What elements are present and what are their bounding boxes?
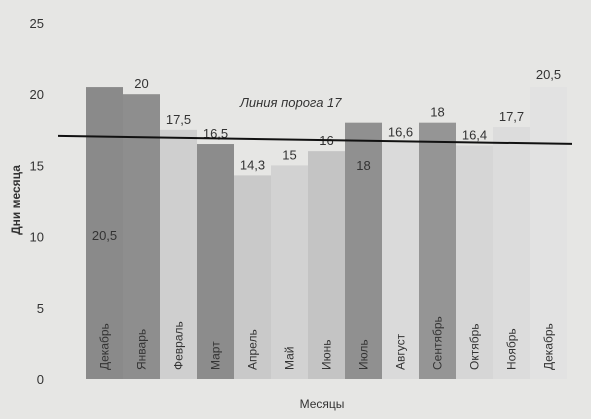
data-label: 18 [430, 105, 444, 120]
data-label: 20,5 [536, 67, 561, 82]
y-tick-label: 5 [37, 301, 44, 316]
category-label: Декабрь [98, 323, 112, 370]
category-label: Январь [135, 329, 149, 370]
bar [271, 165, 308, 379]
y-tick-label: 25 [30, 16, 44, 31]
bar [493, 126, 530, 380]
category-label: Декабрь [542, 323, 556, 370]
y-axis-title: Дни месяца [9, 165, 23, 235]
bar [197, 144, 234, 379]
x-axis-title: Месяцы [300, 397, 345, 411]
category-label: Февраль [172, 321, 186, 370]
bar [160, 129, 197, 379]
data-label: 20 [134, 76, 148, 91]
bar [234, 175, 271, 379]
bar [419, 122, 456, 380]
y-tick-label: 10 [30, 230, 44, 245]
category-label: Август [394, 333, 408, 370]
category-label: Апрель [246, 329, 260, 370]
category-label: Октябрь [468, 323, 482, 370]
data-label: 20,5 [92, 228, 117, 243]
bar [530, 87, 567, 379]
y-tick-label: 0 [37, 372, 44, 387]
data-label: 15 [282, 147, 296, 162]
category-label: Март [209, 341, 223, 370]
category-label: Июль [357, 339, 371, 370]
category-label: Сентябрь [431, 316, 445, 370]
data-label: 16,4 [462, 127, 487, 142]
data-label: 14,3 [240, 157, 265, 172]
category-label: Май [283, 346, 297, 370]
data-label: 17,7 [499, 109, 524, 124]
data-label: 16,6 [388, 125, 413, 140]
y-tick-label: 15 [30, 158, 44, 173]
threshold-line [57, 134, 573, 145]
data-label: 18 [356, 158, 370, 173]
category-label: Июнь [320, 339, 334, 370]
category-label: Ноябрь [505, 328, 519, 370]
y-tick-label: 20 [30, 87, 44, 102]
bar [382, 142, 419, 379]
bar [123, 94, 160, 379]
bar [456, 145, 493, 379]
data-label: 17,5 [166, 112, 191, 127]
threshold-label: Линия порога 17 [239, 95, 342, 110]
bar [345, 122, 382, 380]
bar [308, 151, 345, 379]
